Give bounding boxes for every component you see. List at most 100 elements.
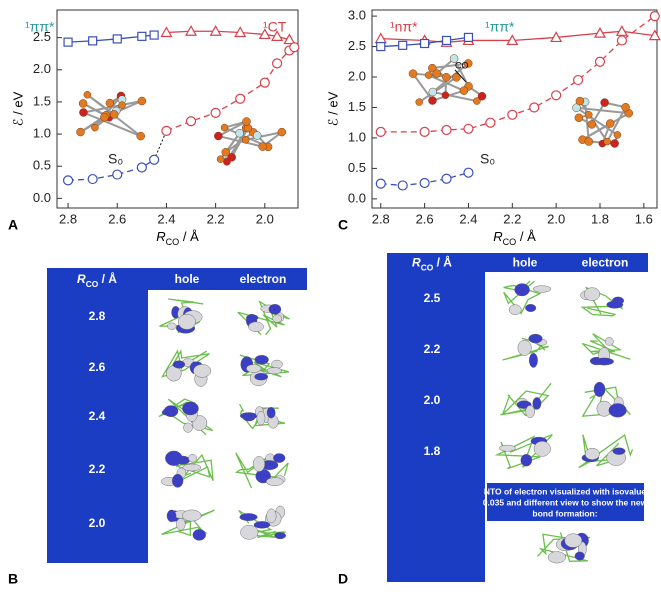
atom [415,98,423,106]
annotation-arrow [454,69,467,83]
y-tick-label: 2.0 [348,68,366,83]
atom [214,131,223,141]
lobe [528,333,543,344]
y-tick-label: 0.5 [33,158,51,173]
atom [79,108,88,117]
point [136,162,147,173]
connector [153,130,167,160]
y-tick-label: 1.0 [348,129,366,144]
point [506,34,519,46]
row-label: 2.6 [89,360,106,374]
lobe [606,300,624,309]
row-label: 2.0 [89,516,106,530]
orbital-image [494,433,553,470]
orbital-image [580,286,624,317]
point [149,154,160,165]
unit: / Å [516,229,536,244]
lobe [583,287,601,301]
stick-structure [500,382,552,417]
atom [235,129,244,138]
symbol: R [156,229,165,244]
panel-label: A [8,217,18,233]
plot-frame [56,9,299,209]
x-tick-label: 2.8 [59,211,77,226]
lobe [182,509,202,522]
point [616,35,628,46]
x-tick-label: 2.4 [157,211,175,226]
point [419,177,430,189]
point [258,28,271,40]
atom [613,131,622,139]
x-tick-label: 2.0 [547,211,565,226]
orbital-image [234,452,289,489]
y-tick-label: 1.5 [348,99,366,114]
lobe [166,509,177,523]
row-label: 2.2 [424,342,441,356]
point [551,90,562,101]
panel-label: C [338,217,348,233]
plot-frame [371,9,658,209]
lobe [266,406,276,419]
atom [442,73,451,82]
lobe [273,453,286,463]
point [210,107,221,118]
atom [600,98,609,107]
point [593,26,607,38]
x-tick-label: 2.2 [503,211,521,226]
molecule-image [572,96,634,148]
lobe [584,448,600,460]
row-label: 2.5 [424,291,441,305]
y-tick-label: 0.0 [348,190,366,205]
lobe [177,314,196,330]
lobe [533,441,551,457]
atom [432,69,442,78]
orbital-image [536,532,590,564]
lobe [508,304,522,315]
point [112,34,122,44]
point [289,42,300,53]
header-cell: RCO / Å [77,271,117,289]
x-tick-label: 2.6 [416,211,434,226]
atom [449,54,459,63]
lobe [165,450,183,466]
atom [585,111,593,119]
header-cell: hole [513,256,538,270]
atom [584,137,594,146]
bond [83,111,142,138]
atom [277,127,287,137]
point [463,167,474,178]
note-line: bond formation: [532,508,597,518]
point [283,33,296,45]
atom [216,155,225,163]
lobe [252,456,266,472]
point [529,102,540,113]
bond [83,100,143,114]
orbital-image [159,298,204,334]
y-tick-label: 1.5 [33,93,51,108]
symbol: R [412,256,421,270]
header-cell: electron [582,256,629,270]
stick-structure [581,384,631,417]
point [62,175,74,186]
point [161,125,172,136]
atom [91,123,99,132]
y-axis-label: ℰ / eV [10,91,25,126]
atom [574,113,584,123]
x-tick-label: 1.8 [591,211,609,226]
lobe [594,357,614,366]
header-cell: RCO / Å [412,255,452,273]
note-line: NTO of electron visualized with isovalue [484,486,647,496]
orbital-image [161,450,214,488]
lobe [608,403,627,418]
bond [418,76,457,103]
lobe [564,533,583,548]
bond [230,127,249,158]
x-tick-label: 2.0 [256,211,274,226]
atom [603,137,611,146]
x-axis-label: RCO / Å [156,229,199,247]
panel-label: B [8,571,18,587]
x-tick-label: 2.4 [459,211,477,226]
atom [610,139,619,148]
x-tick-label: 1.6 [635,211,653,226]
